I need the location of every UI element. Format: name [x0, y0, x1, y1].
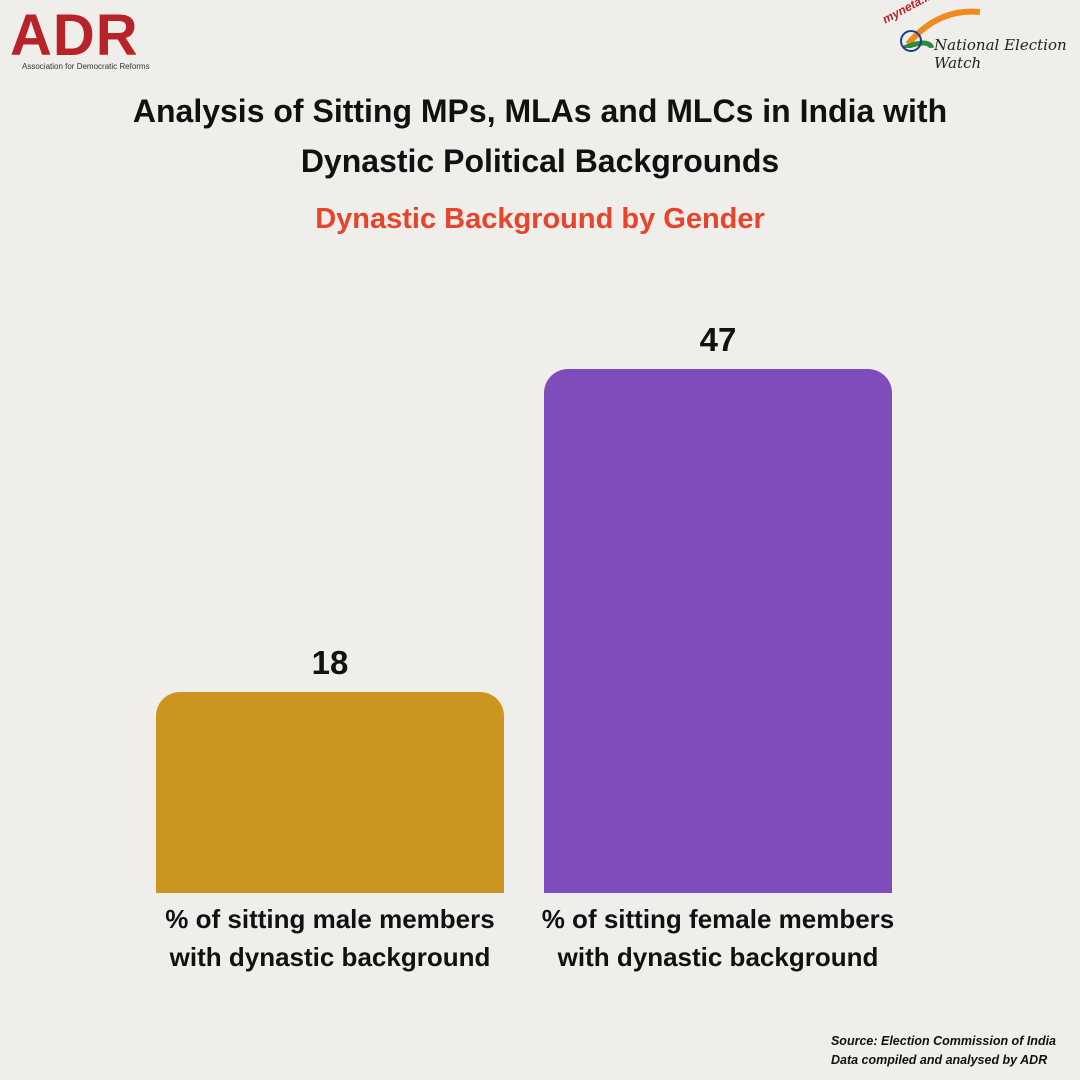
source: Source: Election Commission of India Data… — [831, 1032, 1056, 1070]
x-tick-label: % of sitting male members with dynastic … — [165, 904, 495, 972]
x-tick-label: % of sitting female members with dynasti… — [541, 904, 895, 972]
logo-new: National Election Watch — [934, 36, 1067, 72]
source-line: Data compiled and analysed by ADR — [830, 1053, 1048, 1067]
logo-emblem — [900, 30, 922, 52]
logo-adr: ADR — [10, 3, 139, 68]
logo-caption: Association for Democratic Reforms — [22, 62, 150, 71]
source-line: Source: Election Commission of India — [830, 1034, 1056, 1048]
chart-title: Analysis of Sitting MPs, MLAs and MLCs i… — [132, 93, 948, 179]
bar — [544, 369, 892, 893]
value-label: 18 — [311, 644, 349, 682]
value-label: 47 — [699, 321, 737, 359]
chart-subtitle: Dynastic Background by Gender — [315, 203, 765, 235]
bar — [156, 692, 504, 893]
